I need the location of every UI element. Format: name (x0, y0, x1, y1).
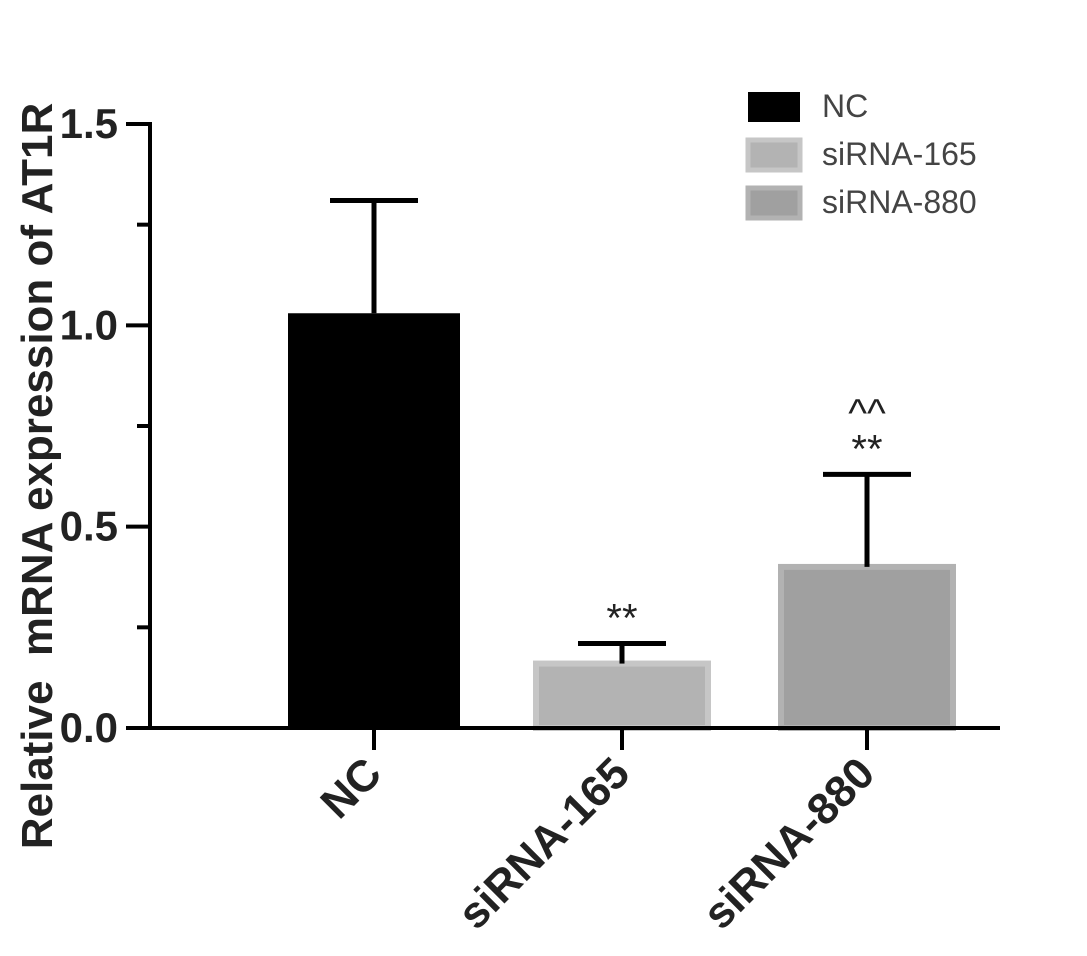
bar-NC (288, 313, 460, 728)
x-ticks-group: NC siRNA-165 siRNA-880 (311, 728, 884, 939)
y-ticks-group: 0.0 0.5 1.0 1.5 (60, 100, 150, 751)
bar-siRNA-880 (778, 563, 956, 732)
legend-swatch-NC (748, 92, 800, 122)
x-tick-label-NC: NC (311, 748, 391, 828)
y-tick-label: 0.5 (60, 503, 118, 550)
legend-swatch-siRNA-880 (745, 185, 803, 221)
error-bars-group (330, 198, 911, 664)
significance-label: ** (851, 427, 882, 471)
bars-group (288, 313, 956, 732)
bar-siRNA-165 (533, 660, 711, 731)
y-tick-label: 0.0 (60, 704, 118, 751)
y-axis-label: Relative mRNA expression of AT1R (13, 103, 62, 850)
legend-label-NC: NC (822, 88, 868, 124)
legend: NC siRNA-165 siRNA-880 (745, 88, 977, 221)
significance-label: ** (606, 596, 637, 640)
annotations-group: **^^** (606, 391, 886, 640)
legend-swatch-siRNA-165 (745, 137, 803, 173)
y-tick-label: 1.0 (60, 301, 118, 348)
significance-label: ^^ (848, 391, 886, 435)
y-tick-label: 1.5 (60, 100, 118, 147)
legend-label-siRNA-165: siRNA-165 (822, 136, 977, 172)
x-tick-label-siRNA-880: siRNA-880 (694, 748, 884, 938)
legend-label-siRNA-880: siRNA-880 (822, 184, 977, 220)
x-tick-label-siRNA-165: siRNA-165 (449, 748, 639, 938)
